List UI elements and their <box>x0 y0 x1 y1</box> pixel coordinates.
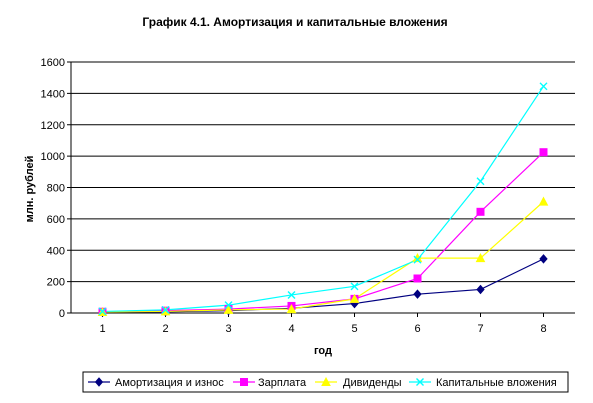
y-tick-label: 1000 <box>41 151 65 163</box>
y-tick-label: 1600 <box>41 57 65 69</box>
data-point-x-stroke <box>287 290 296 299</box>
data-point-triangle <box>286 304 297 314</box>
data-point-x-stroke <box>161 305 170 314</box>
data-point-triangle <box>321 376 331 386</box>
gridlines <box>71 61 575 283</box>
data-point-x-stroke <box>416 378 424 386</box>
x-tick-label: 4 <box>288 323 294 335</box>
legend-label: Дивиденды <box>343 377 402 389</box>
series-line <box>102 151 544 313</box>
data-point-x <box>98 307 107 316</box>
chart-title: График 4.1. Амортизация и капитальные вл… <box>142 15 447 29</box>
data-point-x <box>350 282 359 291</box>
y-tick-label: 1200 <box>41 120 65 132</box>
legend-label: Зарплата <box>258 377 307 389</box>
data-point-triangle <box>223 304 234 314</box>
data-point-square <box>240 378 248 386</box>
data-point-x-stroke <box>98 307 107 316</box>
x-tick-label: 2 <box>162 323 168 335</box>
data-point-square <box>476 207 485 216</box>
y-tick-label: 800 <box>47 183 65 195</box>
data-point-diamond <box>94 377 104 387</box>
legend-label: Амортизация и износ <box>115 377 224 389</box>
data-point-x-stroke <box>476 177 485 186</box>
data-point-x <box>161 305 170 314</box>
x-tick-label: 8 <box>540 323 546 335</box>
legend-label: Капитальные вложения <box>436 377 557 389</box>
data-point-square <box>539 148 548 157</box>
x-tick-label: 6 <box>414 323 420 335</box>
y-tick-label: 0 <box>59 308 65 320</box>
x-axis-label: год <box>314 345 332 357</box>
y-tick-label: 1400 <box>41 88 65 100</box>
data-point-square <box>413 274 422 283</box>
data-point-diamond <box>413 289 422 299</box>
series-markers <box>97 82 549 317</box>
series-line <box>102 85 544 313</box>
data-point-x <box>416 378 424 386</box>
series-line <box>102 201 544 313</box>
data-point-x <box>224 301 233 310</box>
y-axis-label: млн. рублей <box>24 156 36 223</box>
series-lines <box>102 85 544 313</box>
data-point-x <box>287 290 296 299</box>
data-point-diamond <box>539 254 548 264</box>
y-tick-label: 600 <box>47 214 65 226</box>
x-tick-label: 1 <box>99 323 105 335</box>
y-axis-ticks: 0 200 400 600 800 1000 1200 1400 1600 <box>41 57 71 320</box>
data-point-x-stroke <box>224 301 233 310</box>
x-tick-label: 5 <box>351 323 357 335</box>
x-axis-ticks: 1 2 3 4 5 6 7 8 <box>99 313 547 335</box>
data-point-diamond <box>476 284 485 295</box>
data-point-x <box>413 255 422 264</box>
data-point-triangle <box>475 253 486 263</box>
data-point-triangle <box>349 293 360 303</box>
data-point-triangle <box>538 196 549 206</box>
legend: Амортизация и износ Зарплата Дивиденды Капи… <box>82 371 569 393</box>
data-point-x <box>539 82 548 91</box>
x-tick-label: 7 <box>477 323 483 335</box>
data-point-x-stroke <box>413 255 422 264</box>
data-point-x-stroke <box>539 82 548 91</box>
y-tick-label: 400 <box>47 245 65 257</box>
data-point-x <box>476 177 485 186</box>
y-tick-label: 200 <box>47 277 65 289</box>
x-tick-label: 3 <box>225 323 231 335</box>
data-point-x-stroke <box>350 282 359 291</box>
